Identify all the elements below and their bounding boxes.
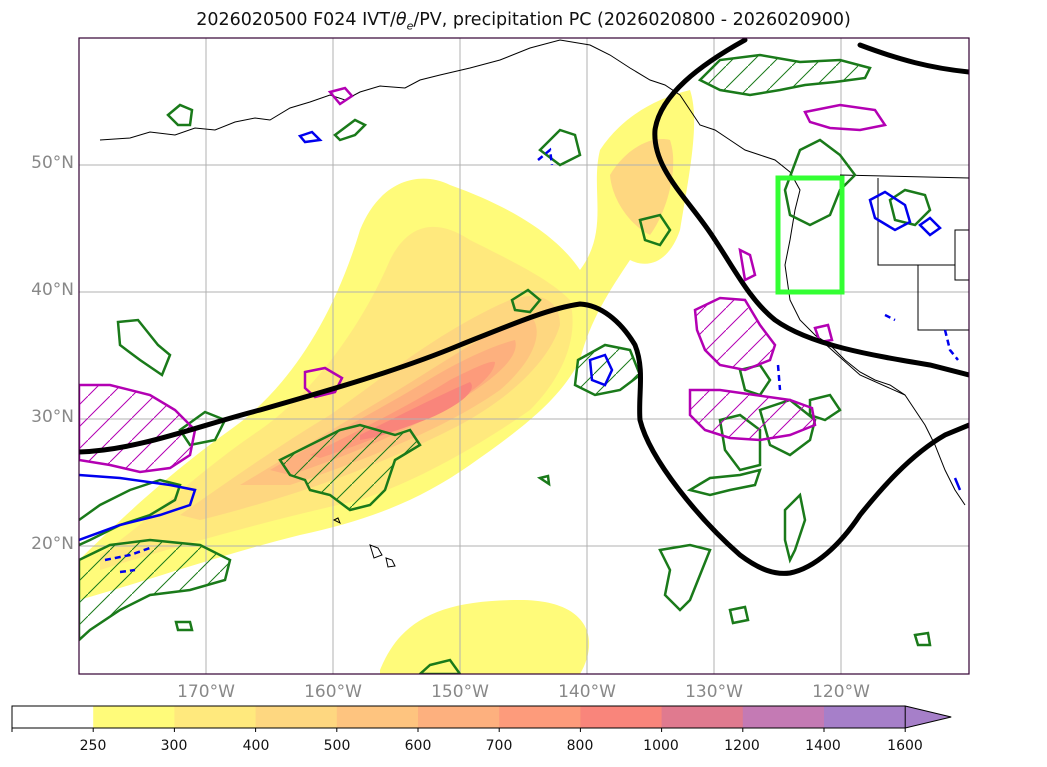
colorbar-tick-label: 400 [242, 738, 270, 754]
colorbar-segment [742, 706, 825, 728]
lon-label-130w: 130°W [685, 682, 743, 702]
lon-label-150w: 150°W [431, 682, 489, 702]
pv-green-contours [79, 53, 932, 674]
colorbar-segment [418, 706, 500, 728]
colorbar-segment [336, 706, 419, 728]
theta-blue-contours [79, 130, 962, 574]
colorbar-segment [499, 706, 581, 728]
colorbar-segment [93, 706, 175, 728]
ivt-300-north [610, 139, 674, 235]
colorbar-tick-label: 800 [566, 738, 594, 754]
colorbar-tick-label: 1200 [724, 738, 760, 754]
colorbar-extend-arrow [904, 705, 952, 729]
colorbar-border [11, 705, 906, 729]
lon-label-170w: 170°W [177, 682, 235, 702]
lat-label-50n: 50°N [31, 153, 74, 173]
colorbar-tick-label: 250 [79, 738, 107, 754]
colorbar-segment [580, 706, 663, 728]
colorbar [11, 705, 952, 732]
colorbar-segment [661, 706, 744, 728]
lat-label-20n: 20°N [31, 534, 74, 554]
lon-label-140w: 140°W [558, 682, 616, 702]
lat-label-40n: 40°N [31, 280, 74, 300]
colorbar-tick-label: 300 [160, 738, 188, 754]
colorbar-segment [824, 706, 906, 728]
ivt-250-south [380, 600, 590, 674]
ivt-contours [79, 38, 969, 576]
ivt-300 [100, 226, 573, 570]
colorbar-segment [174, 706, 257, 728]
map-frame [78, 37, 970, 675]
colorbar-tick-label: 700 [485, 738, 513, 754]
ivt-800 [360, 382, 472, 440]
colorbar-tick-label: 500 [323, 738, 351, 754]
map-title: 2026020500 F024 IVT/θe/PV, precipitation… [196, 10, 851, 33]
colorbar-segment [255, 706, 338, 728]
colorbar-tick-label: 1400 [805, 738, 841, 754]
colorbar-segment [12, 706, 94, 728]
map-layers [79, 38, 969, 674]
colorbar-tick-label: 1600 [887, 738, 923, 754]
lon-label-160w: 160°W [304, 682, 362, 702]
colorbar-tick-label: 600 [404, 738, 432, 754]
highlight-box [775, 175, 845, 295]
lat-label-30n: 30°N [31, 407, 74, 427]
lon-label-120w: 120°W [812, 682, 870, 702]
colorbar-tick-label: 1000 [643, 738, 679, 754]
